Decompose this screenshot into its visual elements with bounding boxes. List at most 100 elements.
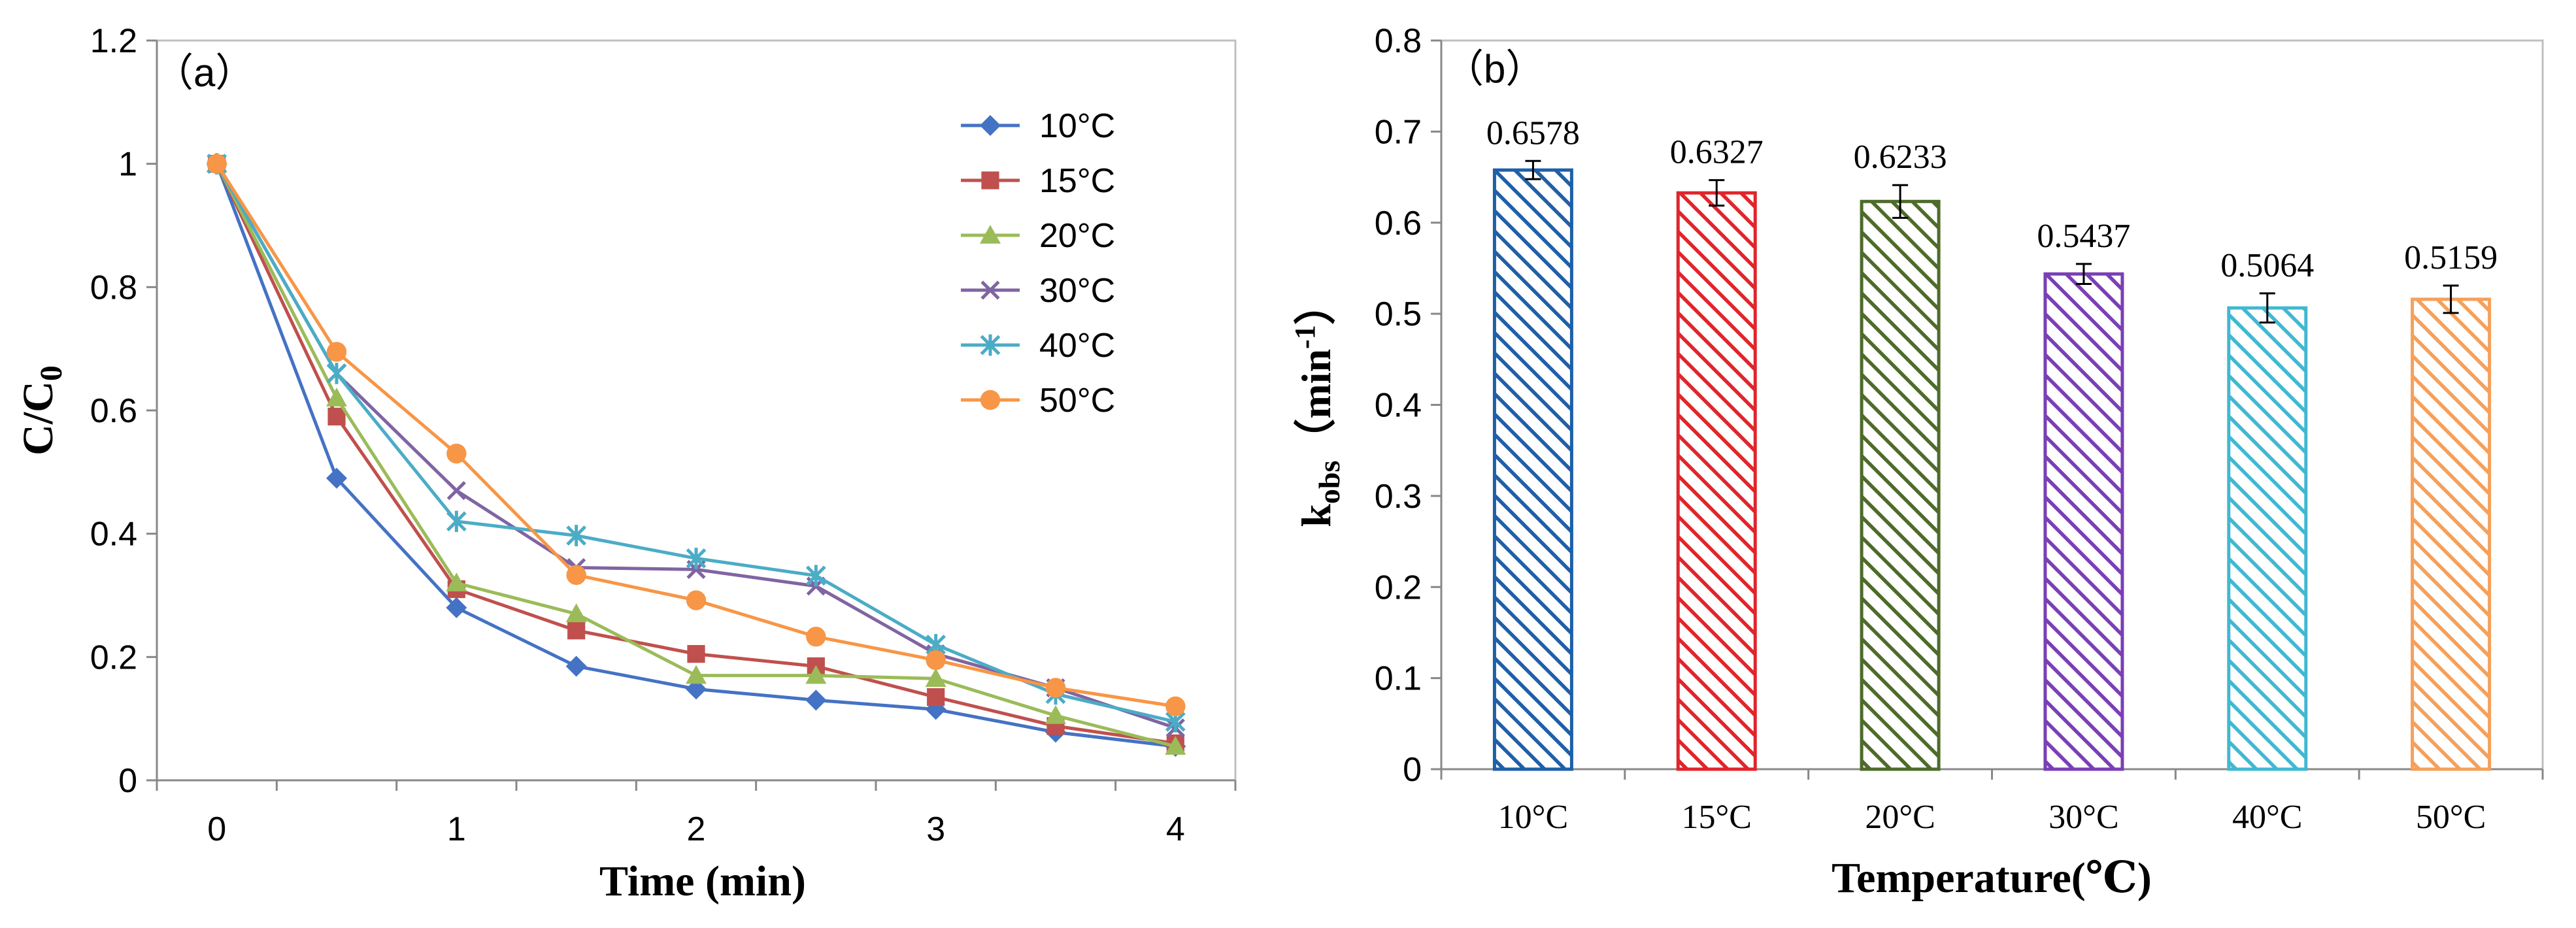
x-tick-label-b: 20°C (1865, 799, 1935, 836)
legend-item-a: 30°C (961, 272, 1115, 310)
legend-label-a: 30°C (1039, 272, 1115, 310)
data-point-a (980, 225, 1001, 244)
bar-chart-panel-b: 0 0.1 0.2 0.3 0.4 0.5 0.6 0.7 0.8 10°C 15°C 20°C 30… (1289, 22, 2544, 902)
bar (1676, 191, 1757, 771)
bar-group-15°C: 0.6327 (1670, 134, 1764, 771)
y-tick-label-a: 0 (118, 762, 137, 800)
data-point-a (805, 565, 826, 587)
series-20°C (206, 153, 1186, 755)
error-bar (2443, 284, 2459, 314)
error-bar (2075, 263, 2092, 286)
series-15°C (208, 155, 1184, 752)
data-point-a (207, 154, 227, 174)
bar (1860, 199, 1941, 771)
y-axis-title-b-sub: obs (1313, 461, 1346, 504)
panel-label-a: （a） (154, 51, 254, 95)
bar-group-20°C: 0.6233 (1854, 139, 1947, 771)
x-axis-title-a: Time (min) (599, 857, 806, 905)
y-axis-title-b-unit: （min (1293, 349, 1339, 461)
data-point-a (446, 443, 467, 464)
x-tick-label-a: 0 (207, 810, 226, 848)
data-point-a (981, 171, 999, 190)
x-tick-label-b: 50°C (2416, 799, 2486, 836)
y-tick-label-a: 0.8 (90, 269, 137, 307)
data-point-a (686, 665, 707, 684)
legend-item-a: 10°C (961, 107, 1115, 145)
y-tick-label-b: 0.1 (1375, 660, 1422, 698)
legend-label-a: 10°C (1039, 107, 1115, 145)
data-point-a (980, 280, 1000, 300)
y-tick-label-a: 0.2 (90, 638, 137, 676)
legend-item-a: 20°C (961, 217, 1115, 255)
bar-group-50°C: 0.5159 (2404, 239, 2498, 771)
x-tick-label-b: 10°C (1498, 799, 1568, 836)
data-point-a (566, 565, 586, 586)
x-axis-title-b: Temperature(℃) (1832, 854, 2152, 902)
legend-label-a: 20°C (1039, 217, 1115, 255)
bar-group-10°C: 0.6578 (1486, 114, 1580, 771)
data-point-a (805, 689, 827, 711)
bar-value-label: 0.5437 (2037, 218, 2130, 255)
x-tick-label-a: 1 (447, 810, 466, 848)
bar (2043, 272, 2124, 771)
legend-a: 10°C 15°C 20°C 30°C 40°C 50°C (961, 107, 1115, 420)
y-tick-label-b: 0.3 (1375, 478, 1422, 516)
x-tick-label-b: 15°C (1682, 799, 1752, 836)
data-point-a (927, 688, 945, 706)
bar-group-40°C: 0.5064 (2220, 247, 2314, 771)
data-point-a (1165, 736, 1186, 755)
series-50°C (207, 154, 1186, 717)
y-tick-label-b: 0.5 (1375, 295, 1422, 333)
y-axis-title-b-main: k (1293, 504, 1339, 527)
bar (1492, 168, 1573, 771)
y-axis-title-b-close: ） (1293, 283, 1339, 325)
y-axis-title-b: kobs（min-1） (1289, 283, 1346, 527)
error-bar (1892, 184, 1909, 219)
plot-area-frame-b (1440, 39, 2544, 771)
data-point-a (326, 388, 347, 406)
bar-value-label: 0.5064 (2220, 247, 2314, 284)
y-tick-label-b: 0.6 (1375, 205, 1422, 242)
legend-item-a: 50°C (961, 382, 1115, 420)
data-point-a (326, 342, 347, 362)
data-point-a (446, 481, 466, 501)
data-point-a (566, 525, 587, 546)
y-tick-label-a: 1 (118, 146, 137, 184)
data-point-a (806, 627, 826, 647)
data-point-a (446, 510, 467, 533)
bar-value-label: 0.5159 (2404, 239, 2498, 276)
data-point-a (1045, 678, 1066, 698)
data-point-a (1165, 696, 1186, 717)
bar-value-label: 0.6578 (1486, 114, 1580, 152)
legend-label-a: 50°C (1039, 382, 1115, 420)
bar (2227, 306, 2308, 771)
series-line-a (215, 163, 1176, 723)
error-bar (2259, 292, 2275, 324)
y-tick-label-a: 0.6 (90, 392, 137, 430)
data-point-a (980, 115, 1001, 136)
data-point-a (326, 467, 347, 489)
legend-item-a: 15°C (961, 162, 1115, 200)
y-tick-label-b: 0.7 (1375, 113, 1422, 151)
data-point-a (327, 407, 346, 426)
x-tick-label-a: 2 (687, 810, 706, 848)
data-point-a (446, 572, 467, 591)
data-point-a (567, 621, 586, 640)
data-point-a (446, 597, 467, 618)
y-tick-label-b: 0.8 (1375, 22, 1422, 60)
x-tick-label-a: 4 (1166, 810, 1185, 848)
bar-value-label: 0.6233 (1854, 139, 1947, 176)
y-tick-label-b: 0.4 (1375, 387, 1422, 425)
y-tick-label-b: 0 (1403, 751, 1422, 789)
data-point-a (980, 334, 1001, 356)
y-axis-title-b-sup: -1 (1289, 325, 1321, 349)
bar (2411, 297, 2492, 771)
y-tick-label-a: 0.4 (90, 516, 137, 554)
x-tick-label-b: 40°C (2232, 799, 2302, 836)
legend-label-a: 40°C (1039, 327, 1115, 365)
bar-value-label: 0.6327 (1670, 134, 1764, 171)
data-point-a (980, 389, 1001, 410)
y-axis-title-a-main: C/C (14, 381, 62, 456)
data-point-a (565, 603, 587, 623)
